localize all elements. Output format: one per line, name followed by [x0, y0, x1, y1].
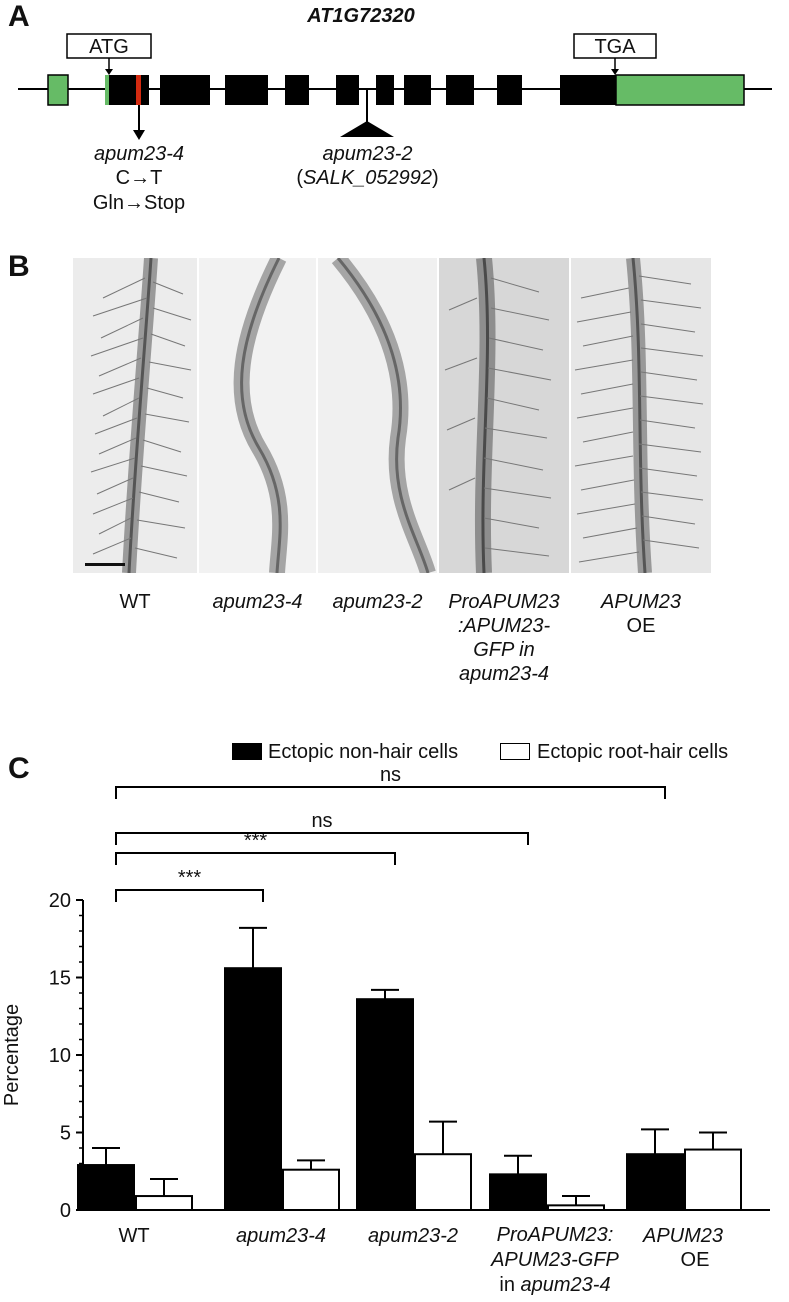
legend-label-nonhair: Ectopic non-hair cells [268, 741, 459, 763]
y-axis-label: Percentage [1, 1004, 23, 1106]
atg-arrowhead [105, 69, 113, 75]
tga-arrowhead [611, 69, 619, 75]
y-tick-label: 10 [49, 1045, 71, 1067]
xcat-allele: apum23-4 [520, 1274, 611, 1296]
exon-10 [560, 75, 616, 105]
exon-1 [109, 75, 149, 105]
legend-label-roothair: Ectopic root-hair cells [537, 741, 729, 763]
y-tick-label: 20 [49, 890, 71, 912]
xcat-oe-line2: OE [680, 1249, 710, 1271]
exon-3 [225, 75, 268, 105]
atg-box [66, 33, 152, 59]
allele1-mutation: C→T [115, 167, 163, 189]
root-image-complement [439, 258, 569, 573]
caption-apum23-2: apum23-2 [332, 591, 423, 613]
panel-a-label: A [8, 0, 30, 33]
bar-nonhair [77, 1164, 135, 1211]
exon-7 [404, 75, 431, 105]
x-category-label: APUM23 [642, 1225, 723, 1247]
scale-bar [85, 563, 125, 566]
significance-bracket [115, 786, 666, 799]
gene-name: AT1G72320 [307, 5, 415, 27]
caption-complement-3: GFP in [473, 639, 535, 661]
caption-oe-2: OE [626, 615, 656, 637]
allele2-name: apum23-2 [322, 143, 413, 165]
panel-b-label: B [8, 250, 30, 283]
x-category-label: apum23-2 [368, 1225, 458, 1247]
exon-5 [336, 75, 359, 105]
bar-nonhair [626, 1153, 684, 1212]
root-image-apum23-4 [199, 258, 316, 573]
xcat-complement-line2: APUM23-GFP [491, 1249, 619, 1271]
allele2-paren-close: ) [432, 167, 439, 189]
y-tick-label: 5 [60, 1123, 71, 1145]
x-category-label: WT [118, 1225, 149, 1247]
significance-label: *** [244, 830, 268, 852]
allele2-paren-open: ( [296, 167, 303, 189]
allele2-line: (SALK_052992) [280, 166, 455, 190]
xcat-complement-line3: in apum23-4 [470, 1273, 640, 1297]
bar-roothair [282, 1168, 340, 1212]
exon-8 [446, 75, 474, 105]
significance-bracket [115, 832, 529, 845]
allele2-salk: SALK_052992 [302, 167, 432, 189]
gene-model [18, 33, 772, 140]
atg-label: ATG [89, 36, 129, 58]
allele1-effect: Gln→Stop [92, 192, 186, 214]
caption-complement-1: ProAPUM23 [448, 591, 560, 613]
panel-c-label: C [8, 752, 30, 785]
mutation-arrowhead [133, 130, 145, 140]
root-image-oe [571, 258, 711, 573]
caption-wt: WT [119, 591, 151, 613]
y-tick-label: 15 [49, 968, 71, 990]
bar-chart: 0 5 10 15 20 Percentage WT apum23-4 apum23-2 APUM… [1, 764, 770, 1247]
bar-nonhair [356, 998, 414, 1211]
significance-label: *** [178, 867, 202, 889]
exon-6 [376, 75, 394, 105]
bar-roothair [414, 1153, 472, 1212]
root-image-apum23-2 [318, 258, 437, 573]
point-mutation-mark [136, 75, 141, 105]
caption-oe-1: APUM23 [600, 591, 682, 613]
bar-roothair [684, 1148, 742, 1211]
significance-label: ns [380, 764, 401, 786]
allele1-name: apum23-4 [93, 143, 185, 165]
y-tick-label: 0 [60, 1200, 71, 1222]
caption-complement-2: :APUM23- [457, 615, 551, 637]
utr-5-box [47, 74, 69, 106]
exon-2 [160, 75, 210, 105]
tdna-triangle [340, 121, 394, 137]
x-category-label: apum23-4 [236, 1225, 326, 1247]
significance-bracket [115, 889, 264, 902]
caption-apum23-4: apum23-4 [212, 591, 303, 613]
bar-roothair [547, 1204, 605, 1212]
exon-9 [497, 75, 522, 105]
legend-swatch-roothair [500, 743, 530, 760]
legend-swatch-nonhair [232, 743, 262, 760]
bar-nonhair [224, 967, 282, 1211]
significance-bracket [115, 852, 396, 865]
caption-complement-4: apum23-4 [458, 663, 550, 685]
xcat-complement-line1: ProAPUM23: [496, 1224, 614, 1246]
utr-3-box [615, 74, 745, 106]
exon-4 [285, 75, 309, 105]
significance-label: ns [311, 810, 332, 832]
tga-label: TGA [594, 36, 636, 58]
bar-roothair [135, 1195, 193, 1211]
xcat-in: in [499, 1274, 521, 1296]
utr-5-small [105, 75, 111, 105]
bar-nonhair [489, 1173, 547, 1212]
root-image-wt [73, 258, 197, 573]
